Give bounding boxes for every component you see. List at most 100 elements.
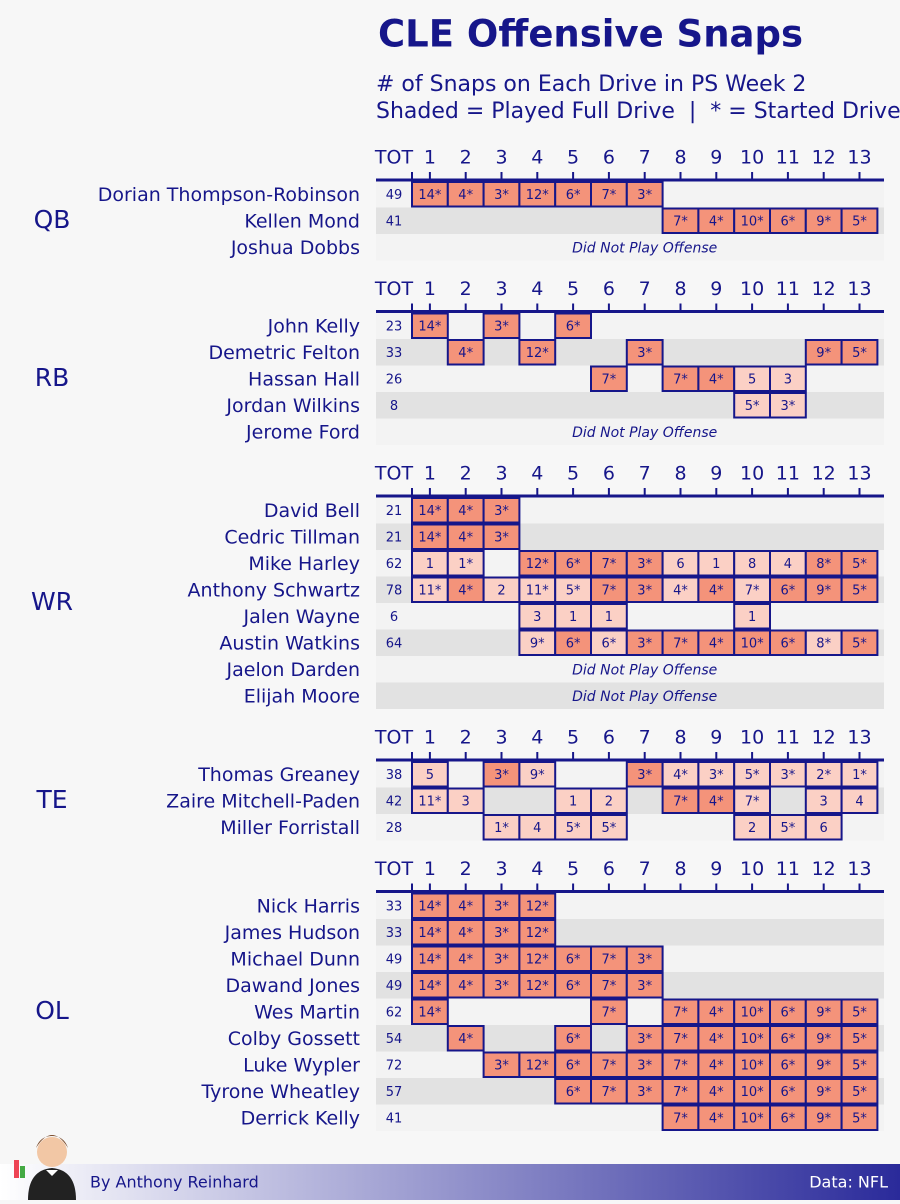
drive-cell [518, 761, 557, 788]
drive-cell [446, 339, 485, 366]
drive-header: 12 [812, 858, 836, 880]
footer-band [0, 1164, 900, 1200]
source: Data: NFL [809, 1173, 888, 1192]
drive-cell [554, 576, 593, 603]
drive-cell [697, 998, 736, 1025]
cell-label: 3* [494, 768, 509, 783]
cell-label: 12* [526, 1058, 550, 1073]
drive-header: 8 [674, 858, 686, 880]
cell-label: 7* [602, 1005, 617, 1020]
cell-label: 3* [637, 768, 652, 783]
drive-header: 2 [460, 727, 472, 749]
cell-label: 12* [526, 952, 550, 967]
drive-cell [446, 497, 485, 524]
cell-label: 7* [745, 583, 760, 598]
cell-label: 1 [712, 557, 720, 572]
drive-cell [590, 814, 628, 841]
player-name: Joshua Dobbs [230, 237, 360, 259]
drive-cell [482, 919, 521, 946]
drive-header: 3 [495, 278, 507, 300]
total-snaps: 33 [386, 926, 403, 941]
drive-cell [661, 998, 700, 1025]
cell-label: 6* [566, 952, 581, 967]
player-name: James Hudson [224, 922, 360, 944]
drive-cell [411, 761, 449, 788]
cell-label: 7* [673, 794, 688, 809]
did-not-play: Did Not Play Offense [572, 662, 717, 678]
cell-label: 14* [418, 504, 442, 519]
player-name: Austin Watkins [219, 632, 360, 654]
drive-cell [733, 1104, 772, 1131]
cell-label: 4* [709, 1005, 724, 1020]
cell-label: 4* [709, 583, 724, 598]
drive-cell [554, 181, 593, 208]
cell-label: 5* [852, 1085, 867, 1100]
drive-header: 10 [740, 147, 764, 169]
cell-label: 7* [602, 557, 617, 572]
drive-header: 4 [531, 147, 543, 169]
cell-label: 3* [637, 188, 652, 203]
drive-cell [411, 181, 449, 208]
tot-header: TOT [374, 858, 414, 880]
row-band [376, 418, 884, 445]
cell-label: 3* [637, 1085, 652, 1100]
drive-cell [518, 892, 557, 919]
cell-label: 4* [709, 372, 724, 387]
cell-label: 9* [816, 1032, 831, 1047]
cell-label: 7* [673, 214, 688, 229]
drive-cell [446, 576, 485, 603]
drive-cell [411, 523, 449, 550]
drive-cell [661, 787, 700, 814]
drive-cell [733, 761, 772, 788]
total-snaps: 33 [386, 899, 403, 914]
cell-label: 6* [781, 1032, 796, 1047]
total-snaps: 28 [386, 821, 403, 836]
player-name: David Bell [264, 500, 360, 522]
total-snaps: 8 [390, 399, 398, 414]
drive-cell [554, 814, 593, 841]
drive-cell [661, 207, 700, 234]
drive-header: 9 [710, 858, 722, 880]
cell-label: 6* [781, 1005, 796, 1020]
row-band [376, 234, 884, 261]
cell-label: 5* [745, 768, 760, 783]
cell-label: 12* [526, 899, 550, 914]
cell-label: 4* [458, 899, 473, 914]
player-name: Nick Harris [257, 895, 360, 917]
did-not-play: Did Not Play Offense [572, 689, 717, 705]
cell-label: 9* [530, 768, 545, 783]
drive-header: 11 [776, 278, 800, 300]
drive-cell [590, 181, 628, 208]
drive-header: 11 [776, 727, 800, 749]
drive-cell [804, 787, 843, 814]
cell-label: 1* [494, 821, 509, 836]
drive-header: 9 [710, 727, 722, 749]
drive-cell [661, 550, 700, 577]
cell-label: 11* [526, 583, 550, 598]
drive-header: 7 [639, 147, 651, 169]
cell-label: 4* [709, 214, 724, 229]
cell-label: 6* [602, 636, 617, 651]
drive-cell [518, 814, 557, 841]
cell-label: 10* [741, 1058, 765, 1073]
player-name: Dorian Thompson-Robinson [98, 184, 360, 206]
drive-header: 2 [460, 147, 472, 169]
tot-header: TOT [374, 727, 414, 749]
cell-label: 7* [673, 1058, 688, 1073]
player-name: Dawand Jones [226, 975, 360, 997]
cell-label: 6* [781, 583, 796, 598]
total-snaps: 64 [386, 636, 403, 651]
cell-label: 9* [816, 1058, 831, 1073]
player-name: Mike Harley [248, 553, 360, 575]
cell-label: 7* [602, 952, 617, 967]
cell-label: 3* [637, 557, 652, 572]
cell-label: 7* [602, 979, 617, 994]
credit: By Anthony Reinhard [90, 1173, 259, 1192]
drive-header: 1 [424, 727, 436, 749]
player-name: Demetric Felton [208, 342, 360, 364]
drive-header: 4 [531, 463, 543, 485]
cell-label: 1 [748, 610, 756, 625]
cell-label: 1 [569, 794, 577, 809]
cell-label: 3* [637, 952, 652, 967]
drive-cell [446, 892, 485, 919]
